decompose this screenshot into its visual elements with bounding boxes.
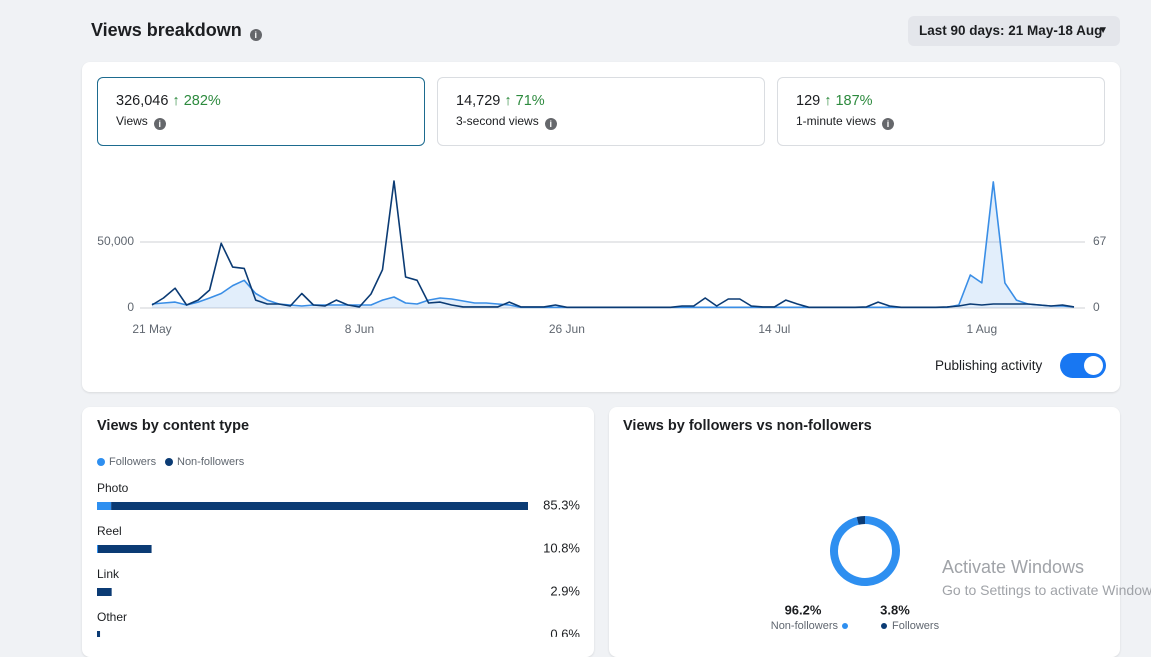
metric-label: 3-second views <box>456 114 539 128</box>
toggle-knob <box>1084 356 1103 375</box>
metric-change: 71% <box>515 93 545 109</box>
page: Views breakdown i Last 90 days: 21 May-18… <box>82 16 1151 657</box>
info-icon[interactable]: i <box>882 118 895 130</box>
info-icon[interactable]: i <box>249 29 262 41</box>
metric-change: 187% <box>835 93 873 109</box>
metric-label: 1-minute views <box>796 114 877 128</box>
caret: ▼ <box>1098 25 1108 36</box>
metric-value: 129 <box>796 93 821 109</box>
watermark-subtitle: Go to Settings to activate Windows. <box>942 582 1151 598</box>
content-type-card <box>82 407 594 657</box>
title-text: Views breakdown <box>91 20 242 40</box>
card-title: Views by content type <box>97 418 250 434</box>
date-range-text: Last 90 days: 21 May-18 Aug <box>919 23 1103 38</box>
metric-3s-views[interactable]: 14,729 ↑ 71% 3-second views i <box>437 77 765 146</box>
metric-1m-views[interactable]: 129 ↑ 187% 1-minute views i <box>777 77 1105 146</box>
info-icon[interactable]: i <box>544 118 557 130</box>
metric-value: 326,046 <box>116 93 169 109</box>
date-range-dropdown[interactable]: Last 90 days: 21 May-18 Aug ▼ <box>908 16 1120 46</box>
watermark-title: Activate Windows <box>942 557 1085 577</box>
followers-card <box>609 407 1120 657</box>
metric-change: 282% <box>183 93 221 109</box>
metric-label: Views <box>116 114 148 128</box>
metric-views[interactable]: 326,046 ↑ 282% Views i <box>97 77 425 146</box>
toggle-switch[interactable] <box>1060 353 1106 378</box>
info-icon[interactable]: i <box>153 118 166 130</box>
toggle-label: Publishing activity <box>935 358 1043 373</box>
card-title: Views by followers vs non-followers <box>623 418 872 434</box>
page-title: Views breakdown i <box>91 20 262 41</box>
metric-value: 14,729 <box>456 93 501 109</box>
